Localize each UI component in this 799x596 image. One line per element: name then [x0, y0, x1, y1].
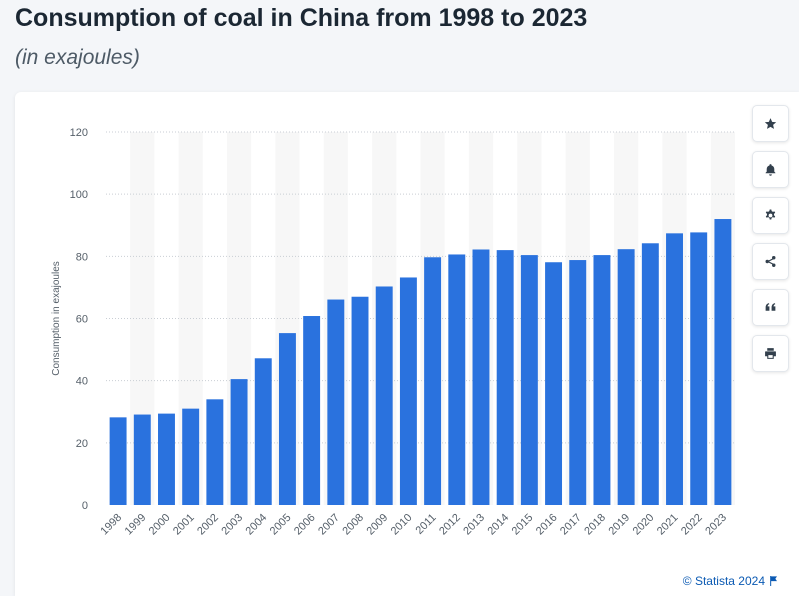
bar-2010[interactable] [399, 277, 417, 505]
bar-2007[interactable] [327, 299, 345, 505]
bar-2005[interactable] [278, 333, 296, 505]
x-tick-label: 2012 [437, 512, 463, 538]
cite-button[interactable] [752, 289, 789, 326]
favorite-button[interactable] [752, 105, 789, 142]
bar-2002[interactable] [206, 399, 224, 505]
statista-credit[interactable]: © Statista 2024 [683, 574, 778, 588]
bell-icon [765, 164, 776, 176]
x-tick-label: 2004 [244, 512, 270, 538]
y-tick-label: 40 [76, 376, 88, 388]
bar-2019[interactable] [617, 249, 635, 505]
share-button[interactable] [752, 243, 789, 280]
bar-2008[interactable] [351, 296, 369, 505]
x-tick-label: 2009 [365, 512, 391, 538]
x-tick-label: 2016 [534, 512, 560, 538]
x-tick-label: 2003 [219, 512, 245, 538]
bar-2020[interactable] [641, 243, 659, 506]
x-tick-label: 1998 [98, 512, 124, 538]
bar-2001[interactable] [182, 408, 200, 505]
gear-icon [765, 209, 776, 220]
x-tick-label: 2000 [147, 512, 173, 538]
chart-title: Consumption of coal in China from 1998 t… [15, 4, 588, 32]
printer-icon [765, 348, 776, 359]
bar-2016[interactable] [545, 262, 563, 505]
bar-2022[interactable] [690, 232, 708, 505]
bar-2021[interactable] [666, 233, 683, 505]
bar-2003[interactable] [230, 379, 248, 505]
bar-2015[interactable] [520, 255, 538, 505]
bar-2014[interactable] [496, 250, 514, 505]
bar-1998[interactable] [109, 417, 127, 505]
x-tick-label: 2010 [389, 512, 415, 538]
quote-icon [765, 303, 776, 311]
x-tick-label: 2008 [340, 512, 366, 538]
x-tick-label: 2013 [461, 512, 487, 538]
y-tick-label: 60 [76, 314, 88, 326]
bar-2023[interactable] [714, 219, 732, 505]
chart-subtitle: (in exajoules) [15, 46, 140, 69]
y-tick-label: 20 [76, 438, 88, 450]
y-tick-label: 80 [76, 251, 88, 263]
settings-button[interactable] [752, 197, 789, 234]
x-tick-label: 2018 [582, 512, 608, 538]
y-tick-label: 0 [82, 500, 88, 512]
bar-2017[interactable] [569, 260, 587, 505]
x-tick-label: 2006 [292, 512, 318, 538]
share-icon [765, 255, 776, 268]
x-tick-label: 2015 [510, 512, 536, 538]
bar-2004[interactable] [254, 358, 272, 505]
x-tick-label: 2011 [414, 512, 439, 537]
y-tick-label: 100 [70, 189, 88, 201]
notification-button[interactable] [752, 151, 789, 188]
bar-2012[interactable] [448, 254, 466, 505]
y-tick-label: 120 [70, 127, 88, 139]
x-tick-label: 2005 [268, 512, 294, 538]
bar-2013[interactable] [472, 249, 490, 505]
flag-icon [770, 576, 777, 586]
credit-text: © Statista 2024 [682, 574, 765, 588]
bar-2009[interactable] [375, 286, 393, 505]
star-icon [764, 118, 777, 129]
x-tick-label: 2023 [703, 512, 729, 538]
bar-1999[interactable] [133, 414, 151, 505]
x-tick-label: 2019 [606, 512, 632, 538]
chart-card: 0 20 40 60 80 100 120 Consumption in exajoules 1… [15, 92, 799, 596]
x-tick-label: 2021 [655, 512, 681, 538]
x-tick-label: 1999 [123, 512, 149, 538]
y-axis-label: Consumption in exajoules [51, 261, 62, 376]
x-tick-label: 2020 [631, 512, 657, 538]
x-tick-label: 2002 [195, 512, 221, 538]
bar-2011[interactable] [424, 257, 442, 505]
print-button[interactable] [752, 335, 789, 372]
chart-toolbar [752, 105, 789, 372]
bar-2006[interactable] [303, 316, 321, 505]
x-tick-label: 2001 [171, 512, 197, 538]
x-tick-label: 2007 [316, 512, 342, 538]
bar-2018[interactable] [593, 255, 611, 505]
x-tick-label: 2017 [558, 512, 584, 538]
x-tick-label: 2014 [485, 512, 511, 538]
bar-chart: 0 20 40 60 80 100 120 Consumption in exajoules 1… [51, 127, 735, 538]
bar-2000[interactable] [158, 413, 175, 505]
x-tick-label: 2022 [679, 512, 705, 538]
